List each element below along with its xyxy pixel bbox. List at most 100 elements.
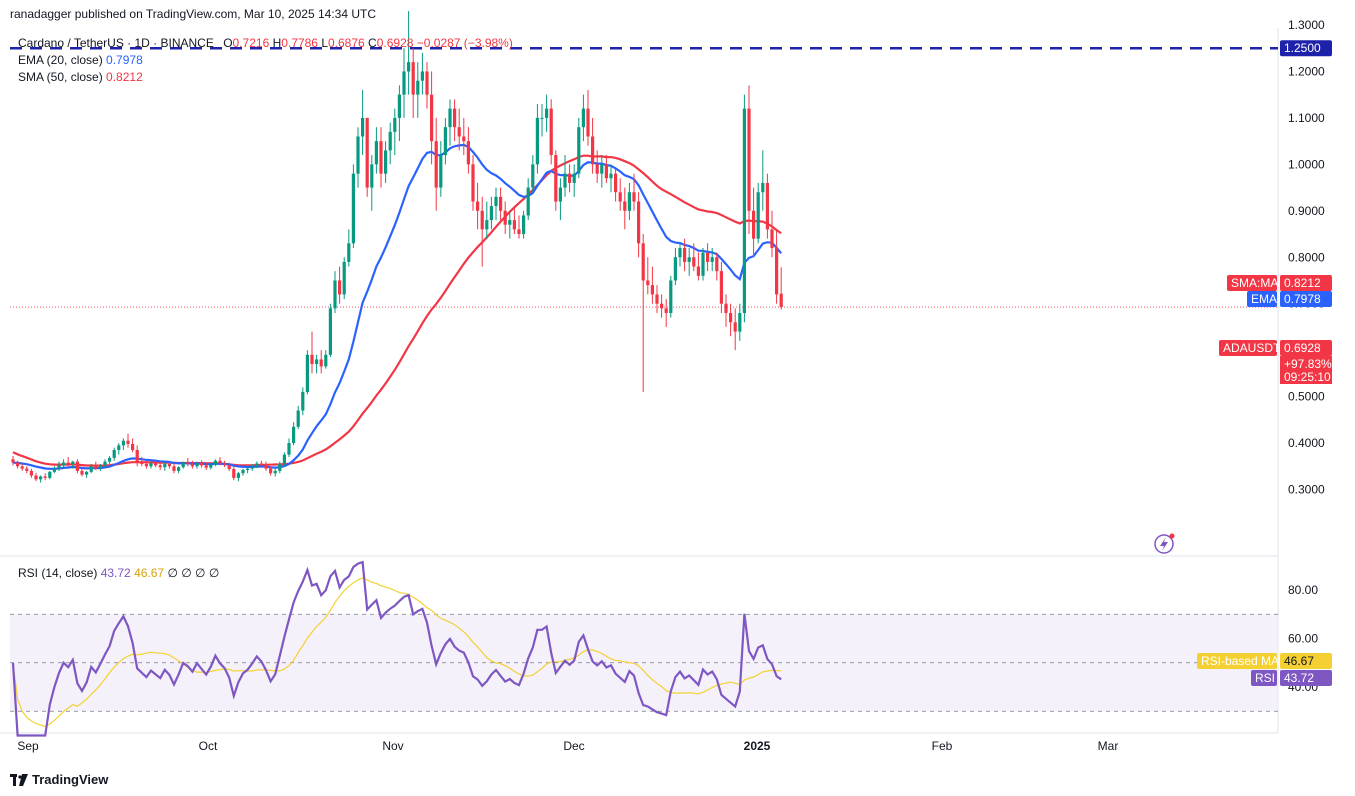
candle-body xyxy=(724,303,728,313)
candle-body xyxy=(117,445,121,451)
candle-body xyxy=(52,468,56,472)
time-tick-label: 2025 xyxy=(744,739,771,753)
candle-body xyxy=(259,463,263,466)
candle-body xyxy=(227,465,231,470)
candle-body xyxy=(439,155,443,188)
candle-body xyxy=(471,164,475,202)
candle-body xyxy=(75,461,79,471)
candle-body xyxy=(273,470,277,474)
candle-body xyxy=(747,108,751,211)
time-tick-label: Dec xyxy=(563,739,584,753)
candle-body xyxy=(328,308,332,355)
candle-body xyxy=(411,62,415,95)
time-tick-label: Oct xyxy=(199,739,218,753)
price-tick-label: 0.5000 xyxy=(1288,390,1325,404)
candle-body xyxy=(494,196,498,207)
candle-body xyxy=(416,80,420,95)
candle-body xyxy=(48,471,52,478)
candle-body xyxy=(719,271,723,304)
price-tick-label: 1.1000 xyxy=(1288,111,1325,125)
tradingview-footer[interactable]: TradingView xyxy=(10,772,108,787)
candle-body xyxy=(568,173,572,183)
candle-body xyxy=(209,464,213,468)
candle-body xyxy=(701,252,705,276)
alert-icon xyxy=(1154,534,1174,554)
candle-body xyxy=(186,462,190,464)
rsi-ma-tag-bg xyxy=(1197,653,1277,669)
publisher-header: ranadagger published on TradingView.com,… xyxy=(10,7,377,21)
candle-body xyxy=(480,210,484,230)
candle-body xyxy=(609,173,613,179)
candle-body xyxy=(687,257,691,262)
candle-body xyxy=(402,71,406,95)
candle-body xyxy=(135,450,139,462)
candle-body xyxy=(144,463,148,467)
candle-body xyxy=(517,229,521,235)
candle-body xyxy=(278,463,282,471)
rsi-ma-badge: 46.67 xyxy=(1284,654,1314,668)
candle-body xyxy=(384,150,388,174)
ema-legend-value: 0.7978 xyxy=(106,53,143,67)
candle-body xyxy=(632,192,636,202)
candle-body xyxy=(374,141,378,165)
candle-body xyxy=(190,463,194,467)
candle-body xyxy=(577,127,581,174)
candle-body xyxy=(683,247,687,262)
rsi-ma-badge-bg xyxy=(1280,653,1332,669)
candle-body xyxy=(34,475,38,480)
candle-body xyxy=(549,108,553,156)
candle-body xyxy=(126,440,130,444)
candle-body xyxy=(604,164,608,179)
candle-body xyxy=(696,266,700,276)
bolt-icon xyxy=(1160,537,1168,551)
candle-body xyxy=(420,71,424,81)
candle-body xyxy=(499,196,503,211)
candle-body xyxy=(250,466,254,469)
candle-body xyxy=(370,164,374,188)
rsi-legend-label: RSI (14, close) xyxy=(18,566,98,580)
candle-body xyxy=(512,220,516,230)
ohlc-open-label: O xyxy=(223,36,233,50)
candle-body xyxy=(738,312,742,332)
sma-badge-bg xyxy=(1280,275,1332,291)
candle-body xyxy=(627,192,631,211)
candle-body xyxy=(282,454,286,464)
candle-body xyxy=(351,173,355,244)
candle-body xyxy=(485,220,489,230)
price-badge-ext xyxy=(1280,356,1332,384)
candle-body xyxy=(347,243,351,262)
candle-body xyxy=(664,308,668,313)
candle-body xyxy=(204,465,208,468)
candle-body xyxy=(678,247,682,258)
price-tick-label: 0.8000 xyxy=(1288,250,1325,264)
candle-body xyxy=(172,466,176,471)
candle-body xyxy=(255,463,259,467)
candle-body xyxy=(66,462,70,464)
candle-body xyxy=(356,136,360,174)
candle-body xyxy=(650,285,654,295)
time-tick-label: Sep xyxy=(17,739,39,753)
symbol-tag: ADAUSDT xyxy=(1223,341,1281,355)
tradingview-logo-icon xyxy=(10,773,28,786)
candle-body xyxy=(62,462,66,466)
candle-body xyxy=(756,192,760,239)
candle-body xyxy=(600,164,604,174)
sma-legend-value: 0.8212 xyxy=(106,70,143,84)
candle-body xyxy=(163,463,167,468)
candle-body xyxy=(287,443,291,455)
candle-body xyxy=(39,476,43,480)
price-tick-label: 0.4000 xyxy=(1288,436,1325,450)
ema-tag-bg xyxy=(1247,291,1277,307)
candle-body xyxy=(85,471,89,475)
candle-body xyxy=(57,465,61,469)
candle-body xyxy=(706,252,710,262)
candle-body xyxy=(476,201,480,211)
candle-body xyxy=(25,468,29,471)
rsi-tick-label: 80.00 xyxy=(1288,583,1318,597)
candle-body xyxy=(531,164,535,188)
rsi-badge-bg xyxy=(1280,670,1332,686)
candle-body xyxy=(581,108,585,128)
rsi-tag: RSI xyxy=(1255,671,1275,685)
candle-body xyxy=(637,201,641,244)
